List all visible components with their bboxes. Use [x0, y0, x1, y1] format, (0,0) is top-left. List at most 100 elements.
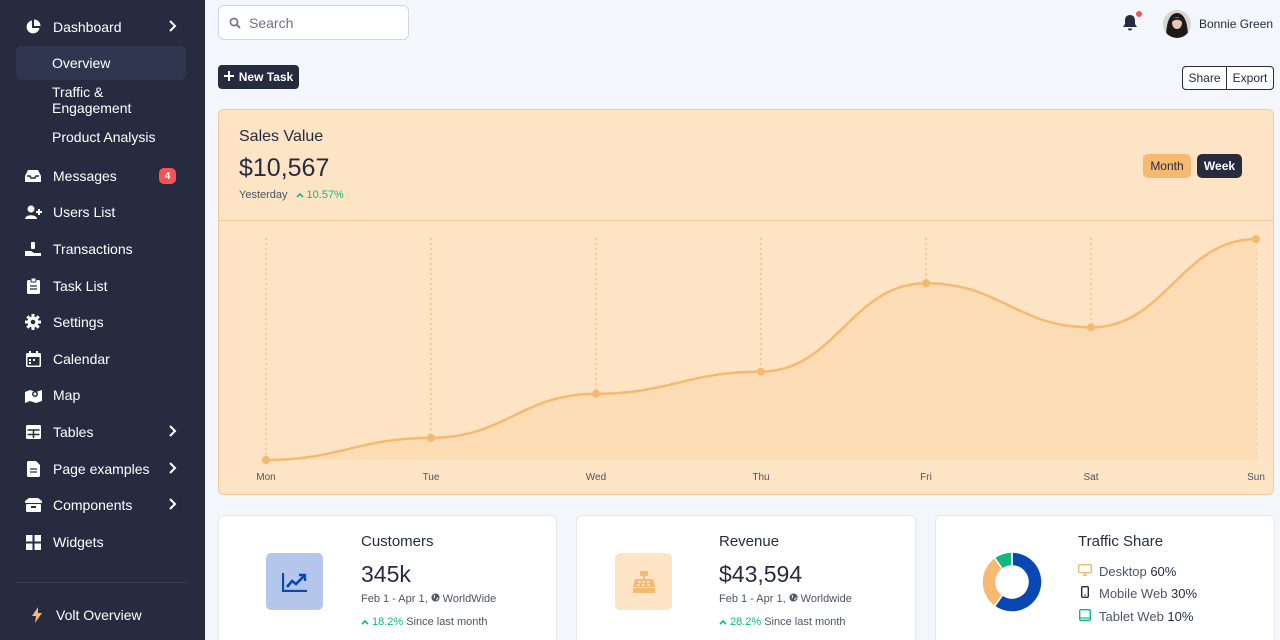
sales-value: $10,567	[239, 154, 330, 182]
chevron-right-icon	[168, 19, 178, 36]
chart-x-label: Fri	[920, 472, 932, 483]
traffic-row-mobile: Mobile Web 30%	[1078, 585, 1197, 601]
sidebar-item-label: Page examples	[53, 461, 150, 477]
sidebar-item-label: Tables	[53, 424, 94, 440]
search-box[interactable]	[218, 5, 409, 40]
sidebar-item-users-list[interactable]: Users List	[16, 195, 186, 229]
sales-period: Yesterday	[239, 189, 288, 201]
traffic-row-tablet: Tablet Web 10%	[1078, 608, 1194, 624]
customers-change-value: 18.2%	[372, 616, 404, 628]
grid-icon	[24, 533, 42, 551]
sidebar-item-map[interactable]: Map	[16, 378, 186, 412]
calendar-icon	[24, 350, 42, 368]
revenue-change-text: Since last month	[764, 616, 846, 628]
chart-point-wed[interactable]	[592, 389, 600, 398]
donut-segment-desktop[interactable]	[993, 551, 1043, 613]
revenue-change: 28.2% Since last month	[719, 616, 846, 628]
chart-point-mon[interactable]	[262, 456, 270, 464]
arrow-up-icon	[719, 616, 727, 628]
traffic-value: 10%	[1167, 609, 1194, 624]
sidebar-item-label: Users List	[53, 204, 116, 220]
sales-title: Sales Value	[239, 128, 324, 145]
sidebar: Dashboard Overview Traffic & Engagement …	[0, 0, 205, 640]
traffic-donut-chart	[981, 551, 1043, 613]
gear-icon	[24, 313, 42, 331]
cash-register-icon	[615, 553, 672, 610]
share-button[interactable]: Share	[1182, 66, 1227, 90]
notification-bell-icon[interactable]	[1122, 14, 1138, 37]
sales-chart: Mon Tue Wed Thu Fri Sat Sun	[256, 235, 1265, 483]
sidebar-item-product-analysis[interactable]: Product Analysis	[52, 129, 156, 145]
search-input[interactable]	[249, 14, 389, 31]
chart-x-label: Sun	[1247, 472, 1265, 483]
customers-period: Feb 1 - Apr 1, WorldWide	[361, 593, 496, 605]
sidebar-item-label: Components	[53, 497, 133, 513]
export-button[interactable]: Export	[1226, 66, 1274, 90]
arrow-up-icon	[295, 189, 304, 201]
sidebar-item-label: Volt Overview	[56, 607, 142, 623]
card-divider	[219, 220, 1273, 221]
traffic-label: Tablet Web	[1099, 609, 1164, 624]
sidebar-item-label: Dashboard	[53, 19, 122, 35]
chart-point-tue[interactable]	[427, 433, 435, 442]
sidebar-item-tables[interactable]: Tables	[16, 415, 186, 449]
globe-icon	[789, 593, 798, 605]
clipboard-icon	[24, 277, 42, 295]
chart-point-fri[interactable]	[922, 279, 930, 288]
revenue-card: Revenue $43,594 Feb 1 - Apr 1, Worldwide…	[576, 515, 916, 640]
user-name[interactable]: Bonnie Green	[1199, 17, 1274, 31]
sidebar-item-settings[interactable]: Settings	[16, 305, 186, 339]
chart-x-label: Thu	[752, 472, 769, 483]
revenue-period-range: Feb 1 - Apr 1,	[719, 593, 786, 605]
chart-area-fill	[266, 239, 1256, 460]
revenue-region: Worldwide	[800, 593, 852, 605]
toggle-week-button[interactable]: Week	[1197, 154, 1242, 178]
revenue-value: $43,594	[719, 561, 803, 587]
chart-point-sun[interactable]	[1252, 235, 1260, 243]
sidebar-item-page-examples[interactable]: Page examples	[16, 452, 186, 486]
inbox-icon	[24, 167, 42, 185]
sidebar-item-transactions[interactable]: Transactions	[16, 232, 186, 266]
sidebar-item-overview[interactable]: Overview	[16, 46, 186, 80]
chart-x-label: Tue	[423, 472, 440, 483]
customers-card: Customers 345k Feb 1 - Apr 1, WorldWide …	[218, 515, 557, 640]
toggle-month-button[interactable]: Month	[1143, 154, 1191, 178]
sidebar-item-label: Calendar	[53, 351, 110, 367]
sidebar-item-task-list[interactable]: Task List	[16, 269, 186, 303]
sidebar-item-calendar[interactable]: Calendar	[16, 342, 186, 376]
sidebar-item-label: Transactions	[53, 241, 133, 257]
chevron-right-icon	[168, 424, 178, 441]
arrow-up-icon	[361, 616, 369, 628]
plus-icon	[223, 70, 234, 84]
chart-point-sat[interactable]	[1087, 323, 1095, 332]
sidebar-item-label: Messages	[53, 168, 117, 184]
sidebar-item-widgets[interactable]: Widgets	[16, 525, 186, 559]
sidebar-item-label: Map	[53, 387, 81, 403]
donut-segment-tablet-web[interactable]	[993, 551, 1013, 571]
traffic-value: 60%	[1150, 564, 1177, 579]
revenue-period: Feb 1 - Apr 1, Worldwide	[719, 593, 852, 605]
sidebar-item-label: Settings	[53, 314, 104, 330]
tablet-icon	[1078, 608, 1092, 624]
sidebar-item-dashboard[interactable]: Dashboard	[16, 10, 186, 44]
customers-title: Customers	[361, 533, 434, 550]
sidebar-item-components[interactable]: Components	[16, 488, 186, 522]
sidebar-item-volt-overview[interactable]: Volt Overview	[16, 598, 186, 632]
sales-change: 10.57%	[295, 189, 344, 201]
chart-x-label: Wed	[586, 472, 606, 483]
traffic-row-desktop: Desktop 60%	[1077, 563, 1177, 579]
chevron-right-icon	[168, 461, 178, 478]
customers-change-text: Since last month	[406, 616, 488, 628]
notification-dot	[1136, 11, 1142, 17]
new-task-button[interactable]: New Task	[218, 65, 299, 89]
table-icon	[24, 423, 42, 441]
revenue-change-value: 28.2%	[730, 616, 762, 628]
sidebar-item-traffic-engagement[interactable]: Traffic & Engagement	[52, 84, 132, 116]
sidebar-item-label: Task List	[53, 278, 108, 294]
lightning-icon	[28, 606, 46, 624]
sidebar-item-messages[interactable]: Messages 4	[16, 159, 186, 193]
traffic-title: Traffic Share	[1078, 533, 1164, 550]
chart-point-thu[interactable]	[757, 367, 765, 376]
chart-x-label: Sat	[1083, 472, 1098, 483]
avatar[interactable]	[1163, 10, 1191, 38]
